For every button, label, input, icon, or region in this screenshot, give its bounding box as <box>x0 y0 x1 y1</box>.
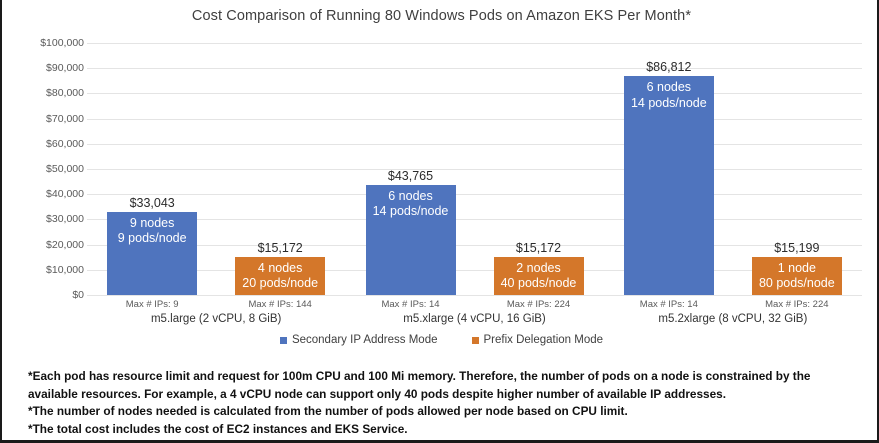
footnote-line: *The number of nodes needed is calculate… <box>28 404 628 418</box>
bar-inner-label: 9 pods/node <box>117 231 187 246</box>
gridline <box>87 43 862 44</box>
y-axis-tick-label: $80,000 <box>46 87 84 100</box>
gridline <box>87 219 862 221</box>
bar-inner-label: 2 nodes <box>516 260 561 275</box>
footnote-line: *The total cost includes the cost of EC2… <box>28 421 408 436</box>
max-ips-tick-label: Max # IPs: 224 <box>765 299 829 310</box>
bar-inner-label: 14 pods/node <box>630 95 707 110</box>
category-label: m5.xlarge (4 vCPU, 16 GiB) <box>403 313 546 325</box>
max-ips-tick-label: Max # IPs: 144 <box>248 299 312 310</box>
bar-value-label: $33,043 <box>129 195 175 210</box>
gridline <box>87 93 862 95</box>
y-axis-tick-label: $0 <box>72 289 84 301</box>
legend-swatch-icon <box>471 336 479 344</box>
y-axis-tick-label: $20,000 <box>46 238 84 251</box>
bar-inner-label: 9 nodes <box>129 215 175 230</box>
footnote-line: *Each pod has resource limit and request… <box>28 369 811 401</box>
bar-inner-label: 40 pods/node <box>500 276 577 291</box>
bar-inner-label: 14 pods/node <box>372 204 449 219</box>
bar-inner-label: 4 nodes <box>257 260 303 275</box>
bar-prefix-delegation[interactable]: 2 nodes 40 pods/node <box>493 256 584 295</box>
bar-inner-label: 6 nodes <box>388 188 433 203</box>
bar-value-label: $15,199 <box>774 240 820 255</box>
bar-secondary-ip[interactable]: 6 nodes 14 pods/node <box>365 184 456 295</box>
gridline <box>87 269 862 271</box>
gridline <box>87 118 862 120</box>
y-axis-tick-label: $90,000 <box>46 62 84 75</box>
max-ips-tick-label: Max # IPs: 14 <box>381 299 440 310</box>
bar-inner-label: 20 pods/node <box>242 276 319 291</box>
chart-title: Cost Comparison of Running 80 Windows Po… <box>191 8 692 24</box>
y-axis-tick-label: $30,000 <box>46 213 84 226</box>
y-axis-tick-label: $100,000 <box>40 37 84 49</box>
legend-swatch-icon <box>279 336 287 344</box>
bar-inner-label: 6 nodes <box>646 80 692 95</box>
plot-area: 9 nodes 9 pods/node $33,043 4 nodes 20 pods/… <box>87 43 862 296</box>
legend-item[interactable]: Secondary IP Address Mode <box>279 334 438 346</box>
footnotes-block: *Each pod has resource limit and request… <box>28 368 858 438</box>
bar-value-label: $15,172 <box>257 240 303 255</box>
gridline <box>87 194 862 196</box>
bar-prefix-delegation[interactable]: 4 nodes 20 pods/node <box>235 256 326 295</box>
category-label: m5.large (2 vCPU, 8 GiB) <box>150 313 282 325</box>
gridline <box>87 143 862 145</box>
category-label: m5.2xlarge (8 vCPU, 32 GiB) <box>658 313 808 325</box>
bar-prefix-delegation[interactable]: 1 node 80 pods/node <box>751 256 842 295</box>
y-axis-tick-label: $60,000 <box>46 137 84 150</box>
gridline <box>87 244 862 246</box>
gridline <box>87 169 862 170</box>
legend-label: Secondary IP Address Mode <box>291 334 438 346</box>
legend-item[interactable]: Prefix Delegation Mode <box>471 334 604 346</box>
y-axis-tick-label: $10,000 <box>46 263 84 276</box>
y-axis-tick-label: $40,000 <box>46 188 84 201</box>
bar-secondary-ip[interactable]: 9 nodes 9 pods/node <box>107 211 198 295</box>
bar-value-label: $15,172 <box>515 240 562 255</box>
max-ips-tick-label: Max # IPs: 224 <box>506 299 571 310</box>
bar-inner-label: 1 node <box>777 260 816 275</box>
legend-label: Prefix Delegation Mode <box>483 334 604 346</box>
gridline <box>87 295 862 296</box>
y-axis-tick-label: $70,000 <box>46 112 84 125</box>
bar-secondary-ip[interactable]: 6 nodes 14 pods/node <box>623 76 714 295</box>
gridline <box>87 68 862 70</box>
y-axis-tick-label: $50,000 <box>46 163 84 175</box>
bar-value-label: $43,765 <box>387 168 434 183</box>
y-axis: $100,000 $90,000 $80,000 $70,000 $60,000 $50,… <box>2 37 84 301</box>
max-ips-tick-label: Max # IPs: 14 <box>639 299 698 310</box>
bar-inner-label: 80 pods/node <box>758 276 835 291</box>
chart-legend: Secondary IP Address Mode Prefix Delegati… <box>2 334 877 346</box>
bar-value-label: $86,812 <box>646 60 692 75</box>
max-ips-tick-label: Max # IPs: 9 <box>125 299 179 310</box>
